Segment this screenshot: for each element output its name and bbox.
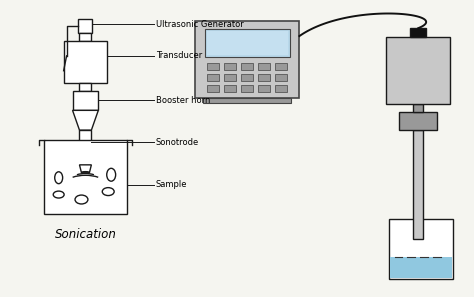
Ellipse shape <box>53 191 64 198</box>
Bar <box>73 91 98 110</box>
Bar <box>207 63 219 70</box>
Bar <box>413 105 423 112</box>
Bar <box>241 74 253 81</box>
Ellipse shape <box>107 168 116 181</box>
Bar <box>274 63 286 70</box>
Bar <box>258 74 270 81</box>
Bar <box>64 41 107 83</box>
Text: Sonication: Sonication <box>55 228 117 241</box>
Bar <box>205 29 290 57</box>
Bar <box>224 74 236 81</box>
Ellipse shape <box>102 188 114 195</box>
Text: Sample: Sample <box>156 180 187 189</box>
Text: Booster horn: Booster horn <box>156 96 210 105</box>
Ellipse shape <box>55 172 63 184</box>
Bar <box>410 28 426 37</box>
Bar <box>241 85 253 91</box>
Bar <box>389 219 453 279</box>
Bar <box>207 31 288 55</box>
Bar <box>224 85 236 91</box>
Bar <box>390 257 452 278</box>
Bar <box>207 85 219 91</box>
Bar <box>258 85 270 91</box>
Text: Transducer: Transducer <box>156 51 202 60</box>
Bar <box>80 33 91 41</box>
Bar <box>274 74 286 81</box>
Bar <box>258 63 270 70</box>
Bar <box>80 130 91 165</box>
Polygon shape <box>80 165 91 173</box>
Bar <box>44 140 127 214</box>
Text: Ultrasonic Generator: Ultrasonic Generator <box>156 20 244 29</box>
Bar <box>195 21 300 99</box>
Text: Sonotrode: Sonotrode <box>156 138 199 146</box>
Bar <box>413 130 423 239</box>
Bar <box>80 83 91 91</box>
Bar <box>386 37 450 105</box>
Ellipse shape <box>75 195 88 204</box>
Bar <box>224 63 236 70</box>
Bar <box>203 99 292 103</box>
Bar <box>241 63 253 70</box>
Bar <box>207 74 219 81</box>
Polygon shape <box>73 110 98 130</box>
Bar <box>274 85 286 91</box>
Bar <box>79 19 92 33</box>
Bar <box>400 112 437 130</box>
